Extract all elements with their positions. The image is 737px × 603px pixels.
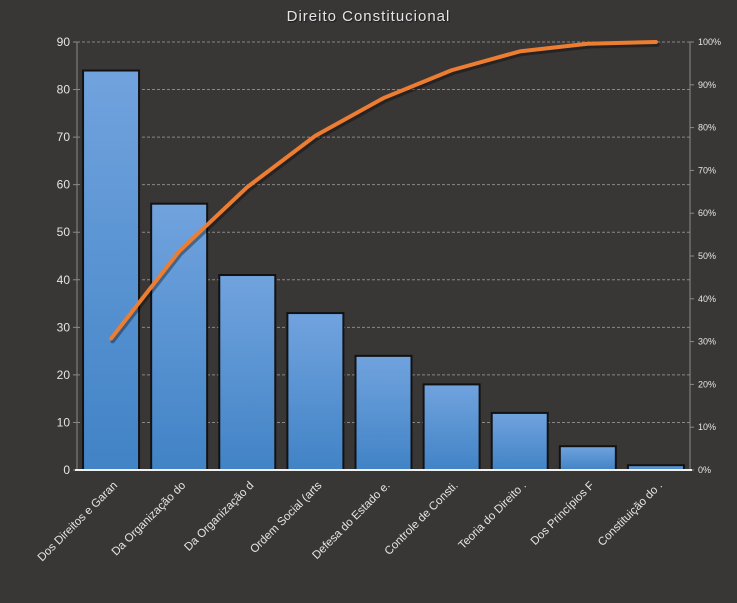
category-label: Dos Direitos e Garan bbox=[36, 480, 120, 564]
category-label: Ordem Social (arts bbox=[248, 479, 324, 555]
left-axis-tick-label: 30 bbox=[57, 320, 71, 334]
pareto-bar[interactable] bbox=[82, 69, 141, 472]
category-label: Teoria do Direito . bbox=[457, 480, 529, 552]
right-axis-tick-label: 100% bbox=[698, 37, 721, 47]
right-axis-tick-label: 80% bbox=[698, 123, 716, 133]
right-axis-tick-label: 70% bbox=[698, 165, 716, 175]
category-label: Controle de Consti. bbox=[383, 480, 461, 558]
right-axis-tick-label: 60% bbox=[698, 208, 716, 218]
pareto-bar[interactable] bbox=[422, 383, 481, 471]
right-axis-tick-label: 0% bbox=[698, 465, 711, 475]
left-axis-tick-label: 80 bbox=[57, 83, 71, 97]
right-axis-tick-label: 20% bbox=[698, 379, 716, 389]
left-axis-tick-label: 70 bbox=[57, 130, 71, 144]
category-label: Da Organização do bbox=[110, 480, 189, 559]
left-axis-tick-label: 20 bbox=[57, 368, 71, 382]
pareto-bar[interactable] bbox=[286, 312, 345, 472]
left-axis-tick-label: 60 bbox=[57, 178, 71, 192]
pareto-bar[interactable] bbox=[354, 354, 413, 471]
left-axis-tick-label: 10 bbox=[57, 415, 71, 429]
cumulative-line[interactable] bbox=[109, 40, 658, 341]
left-axis-tick-label: 40 bbox=[57, 273, 71, 287]
category-label: Da Organização d bbox=[182, 480, 256, 554]
pareto-bar[interactable] bbox=[490, 411, 549, 471]
pareto-bar[interactable] bbox=[150, 202, 209, 471]
category-label: Defesa do Estado e. bbox=[310, 480, 392, 562]
chart-title: Direito Constitucional bbox=[286, 8, 451, 25]
left-axis-tick-label: 0 bbox=[63, 463, 70, 477]
left-axis-tick-label: 50 bbox=[57, 225, 71, 239]
right-axis-tick-label: 40% bbox=[698, 294, 716, 304]
right-axis-tick-label: 10% bbox=[698, 422, 716, 432]
left-axis-tick-label: 90 bbox=[57, 35, 71, 49]
cumulative-line-shadow bbox=[110, 42, 660, 344]
right-axis-tick-label: 90% bbox=[698, 80, 716, 90]
category-label: Constituição do . bbox=[596, 480, 665, 549]
right-axis-tick-label: 50% bbox=[698, 251, 716, 261]
pareto-bar[interactable] bbox=[218, 274, 277, 471]
category-label: Dos Princípios F bbox=[529, 480, 597, 548]
right-axis-tick-label: 30% bbox=[698, 337, 716, 347]
pareto-bar[interactable] bbox=[558, 445, 617, 472]
